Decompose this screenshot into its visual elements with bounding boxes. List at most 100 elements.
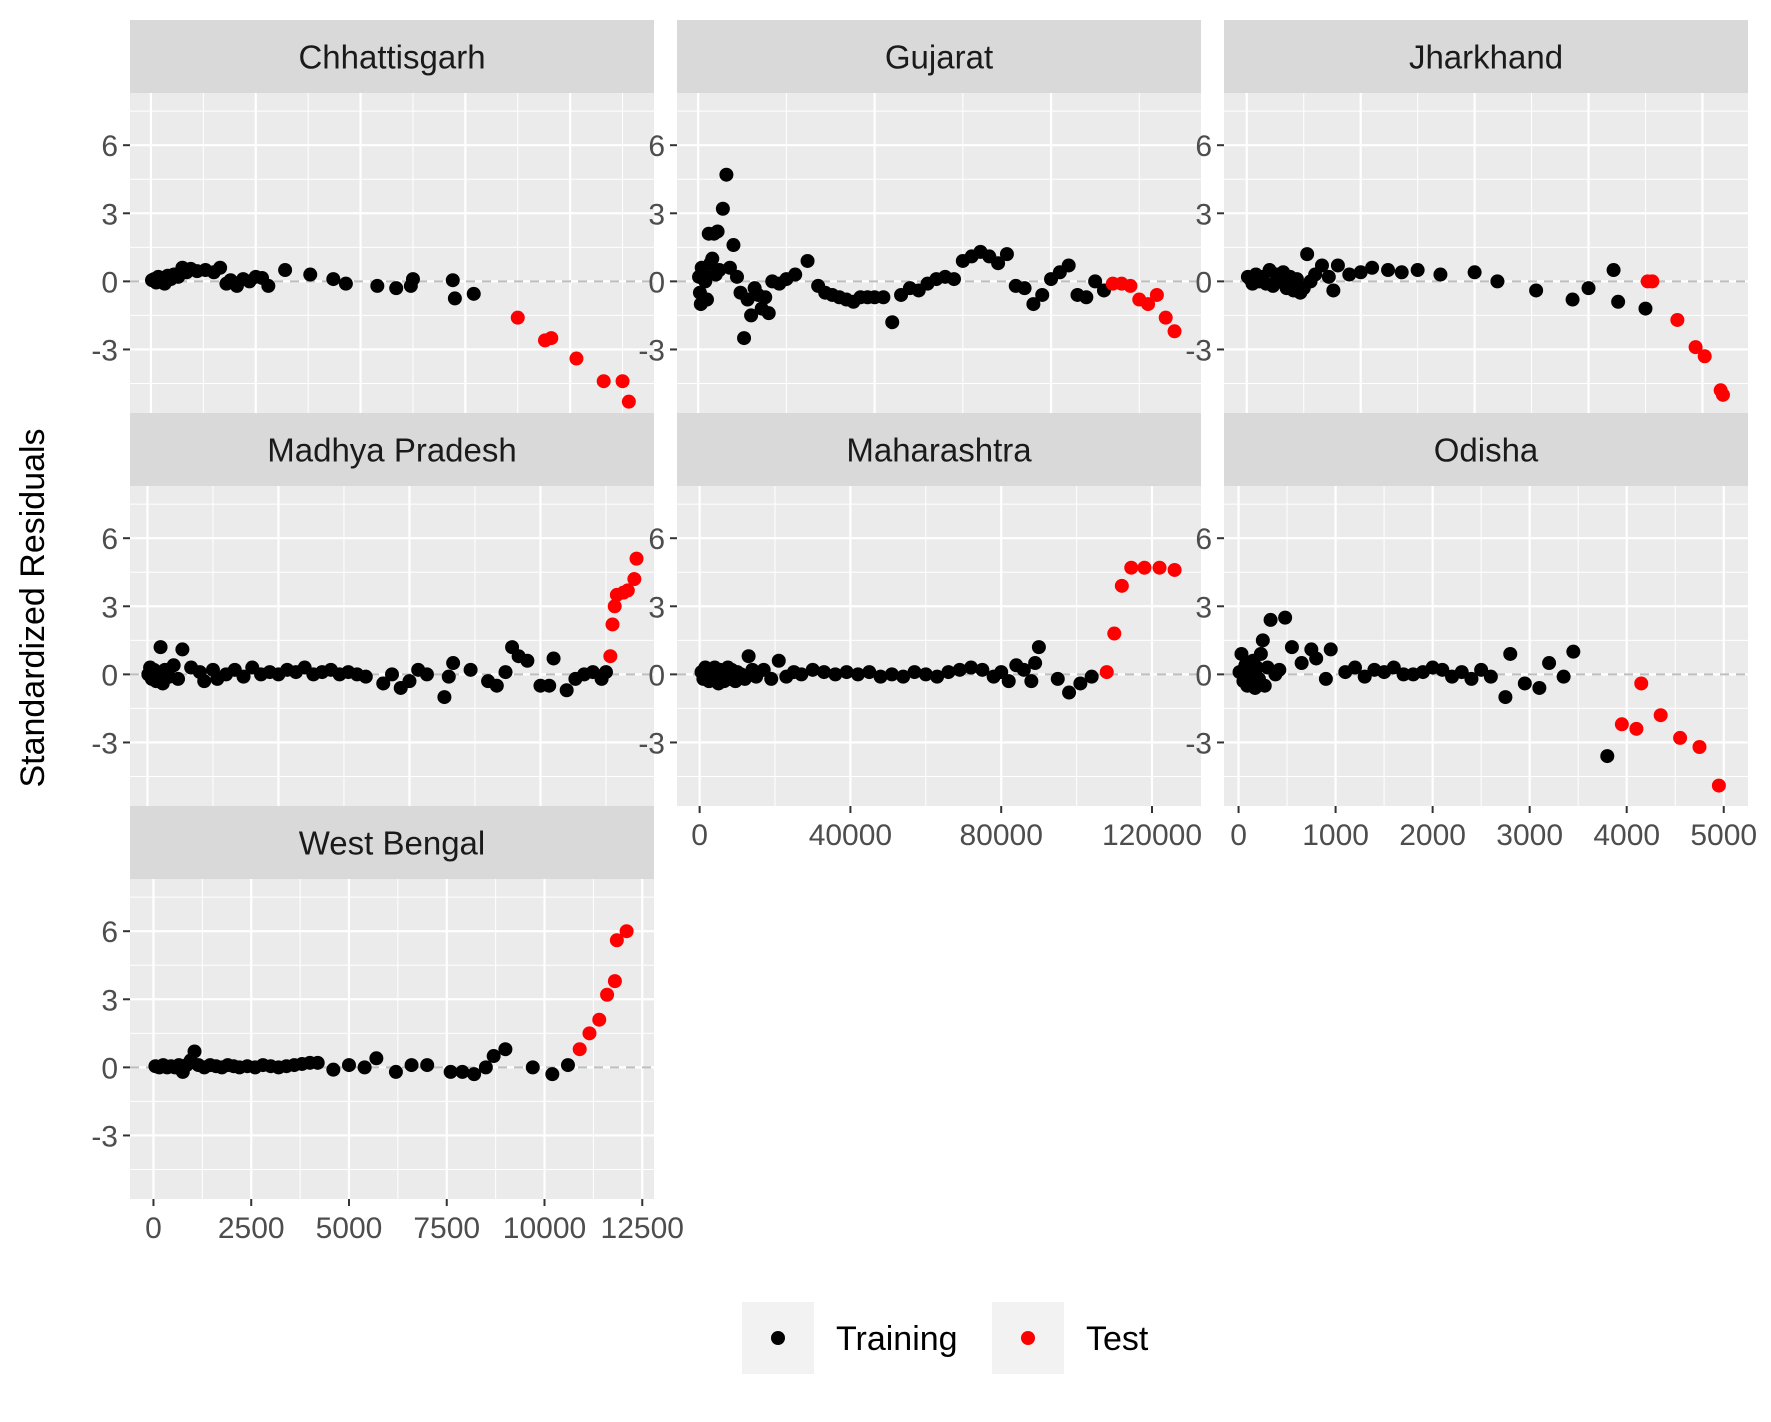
legend-label-training: Training [836,1320,958,1358]
point-training [946,272,961,287]
point-training [236,669,251,684]
point-training [278,263,293,278]
point-training [896,669,911,684]
y-tick-label: 3 [1195,591,1212,624]
point-training [1321,269,1336,284]
point-training [737,331,752,346]
point-training [699,292,714,307]
point-training [1249,660,1264,675]
point-training [1348,660,1362,675]
point-training [1611,294,1626,309]
point-training [1529,283,1544,298]
point-training [1498,690,1513,705]
strip-odisha [1224,413,1748,486]
point-training [171,671,186,686]
y-tick-label: 0 [648,659,665,692]
panel-jharkhand: Jharkhand-30360500100015002000 [1185,20,1748,459]
point-training [1035,287,1050,302]
point-training [1323,642,1338,657]
point-training [710,224,725,239]
point-training [876,290,891,305]
point-training [326,272,341,287]
x-tick-label: 3000 [1496,819,1563,852]
legend-key-test [1021,1331,1035,1345]
point-training [370,278,385,293]
point-test [607,974,622,989]
point-test [621,394,636,409]
point-training [542,678,557,693]
point-training [437,690,452,705]
plot-area-odisha [1224,486,1748,806]
point-test [1107,626,1122,641]
point-test [1124,560,1139,575]
point-training [1062,685,1077,700]
point-test [619,924,634,939]
point-training [1606,263,1621,278]
point-training [153,640,168,655]
point-test [629,551,644,566]
point-training [486,1049,501,1064]
point-training [761,306,776,321]
point-training [445,273,460,288]
point-training [1016,662,1031,677]
point-training [930,669,945,684]
y-tick-label: 0 [101,1052,118,1085]
x-tick-label: 5000 [316,1212,383,1245]
panel-gujarat: Gujarat-303601000020000 [638,20,1201,459]
point-training [525,1060,540,1075]
point-training [545,1067,560,1082]
panel-title-gujarat: Gujarat [885,39,993,76]
x-tick-label: 7500 [413,1212,480,1245]
point-training [794,667,809,682]
point-training [975,662,990,677]
y-tick-label: -3 [91,334,118,367]
x-tick-label: 40000 [809,819,892,852]
point-training [941,665,956,680]
point-training [498,665,513,680]
point-training [466,286,481,301]
panel-title-madhya-pradesh: Madhya Pradesh [267,432,516,469]
point-training [771,653,786,668]
point-test [605,617,620,632]
point-training [1257,678,1272,693]
x-tick-label: 120000 [1102,819,1202,852]
point-training [698,274,713,289]
point-training [402,674,417,689]
point-test [1653,708,1668,723]
y-tick-label: 6 [101,916,118,949]
point-training [441,669,456,684]
point-training [1263,612,1278,627]
point-training [443,1064,458,1079]
point-training [489,678,504,693]
point-training [1028,656,1043,671]
point-training [991,256,1006,271]
point-training [1024,674,1039,689]
point-test [620,583,635,598]
panel-chhattisgarh: Chhattisgarh-30360500100015002000 [91,20,654,459]
point-test [609,933,624,948]
point-test [582,1026,597,1041]
point-training [447,291,462,306]
point-training [952,662,967,677]
point-training [850,667,865,682]
point-training [1394,265,1409,280]
point-training [1503,646,1518,661]
plot-area-maharashtra [677,486,1201,806]
x-tick-label: 4000 [1593,819,1660,852]
point-training [197,674,212,689]
point-test [1711,778,1726,793]
point-test [600,987,615,1002]
point-training [907,665,922,680]
x-tick-label: 0 [145,1212,162,1245]
x-tick-label: 5000 [1690,819,1757,852]
point-training [1454,665,1469,680]
point-training [712,263,727,278]
y-axis-label: Standardized Residuals [14,428,52,787]
point-training [358,669,373,684]
point-training [1031,640,1046,655]
y-tick-label: 6 [648,130,665,163]
y-tick-label: -3 [91,727,118,760]
point-training [213,260,228,275]
